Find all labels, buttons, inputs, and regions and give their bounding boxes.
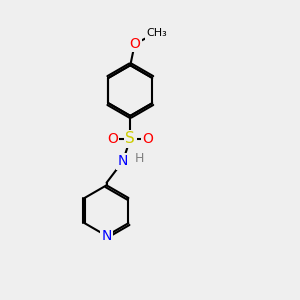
Text: O: O <box>129 37 140 51</box>
Text: CH₃: CH₃ <box>146 28 167 38</box>
Text: H: H <box>134 152 144 165</box>
Text: S: S <box>125 131 135 146</box>
Text: O: O <box>107 132 118 145</box>
Text: N: N <box>118 154 128 168</box>
Text: O: O <box>142 132 153 145</box>
Text: N: N <box>101 229 112 243</box>
